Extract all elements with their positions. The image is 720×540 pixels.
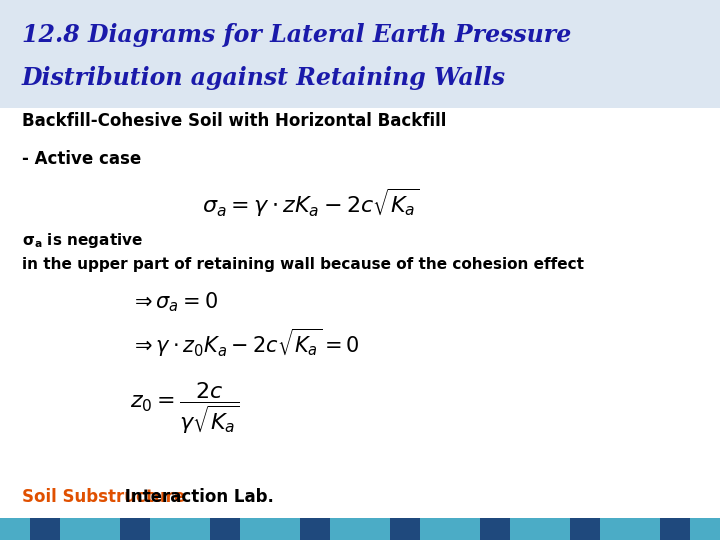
FancyBboxPatch shape xyxy=(210,518,240,540)
FancyBboxPatch shape xyxy=(30,518,60,540)
FancyBboxPatch shape xyxy=(420,518,450,540)
FancyBboxPatch shape xyxy=(270,518,300,540)
FancyBboxPatch shape xyxy=(390,518,420,540)
FancyBboxPatch shape xyxy=(540,518,570,540)
Text: Distribution against Retaining Walls: Distribution against Retaining Walls xyxy=(22,66,505,90)
FancyBboxPatch shape xyxy=(120,518,150,540)
FancyBboxPatch shape xyxy=(600,518,630,540)
Text: $\mathbf{\sigma_a}$ is negative: $\mathbf{\sigma_a}$ is negative xyxy=(22,231,143,250)
FancyBboxPatch shape xyxy=(90,518,120,540)
FancyBboxPatch shape xyxy=(300,518,330,540)
FancyBboxPatch shape xyxy=(330,518,360,540)
Text: Backfill-Cohesive Soil with Horizontal Backfill: Backfill-Cohesive Soil with Horizontal B… xyxy=(22,112,446,131)
Text: in the upper part of retaining wall because of the cohesion effect: in the upper part of retaining wall beca… xyxy=(22,257,584,272)
FancyBboxPatch shape xyxy=(450,518,480,540)
Text: - Active case: - Active case xyxy=(22,150,141,168)
FancyBboxPatch shape xyxy=(690,518,720,540)
FancyBboxPatch shape xyxy=(0,518,30,540)
FancyBboxPatch shape xyxy=(660,518,690,540)
Text: $\sigma_a = \gamma \cdot zK_a - 2c\sqrt{K_a}$: $\sigma_a = \gamma \cdot zK_a - 2c\sqrt{… xyxy=(202,186,419,219)
FancyBboxPatch shape xyxy=(480,518,510,540)
FancyBboxPatch shape xyxy=(570,518,600,540)
FancyBboxPatch shape xyxy=(150,518,180,540)
Text: $\Rightarrow \gamma \cdot z_0 K_a - 2c\sqrt{K_a} = 0$: $\Rightarrow \gamma \cdot z_0 K_a - 2c\s… xyxy=(130,327,359,359)
Text: Soil Substructure: Soil Substructure xyxy=(22,488,185,506)
FancyBboxPatch shape xyxy=(360,518,390,540)
Text: Interaction Lab.: Interaction Lab. xyxy=(119,488,274,506)
Text: $z_0 = \dfrac{2c}{\gamma\sqrt{K_a}}$: $z_0 = \dfrac{2c}{\gamma\sqrt{K_a}}$ xyxy=(130,380,240,436)
FancyBboxPatch shape xyxy=(60,518,90,540)
FancyBboxPatch shape xyxy=(510,518,540,540)
FancyBboxPatch shape xyxy=(240,518,270,540)
FancyBboxPatch shape xyxy=(180,518,210,540)
FancyBboxPatch shape xyxy=(0,0,720,108)
FancyBboxPatch shape xyxy=(630,518,660,540)
Text: $\Rightarrow \sigma_a = 0$: $\Rightarrow \sigma_a = 0$ xyxy=(130,291,217,314)
Text: 12.8 Diagrams for Lateral Earth Pressure: 12.8 Diagrams for Lateral Earth Pressure xyxy=(22,23,571,47)
